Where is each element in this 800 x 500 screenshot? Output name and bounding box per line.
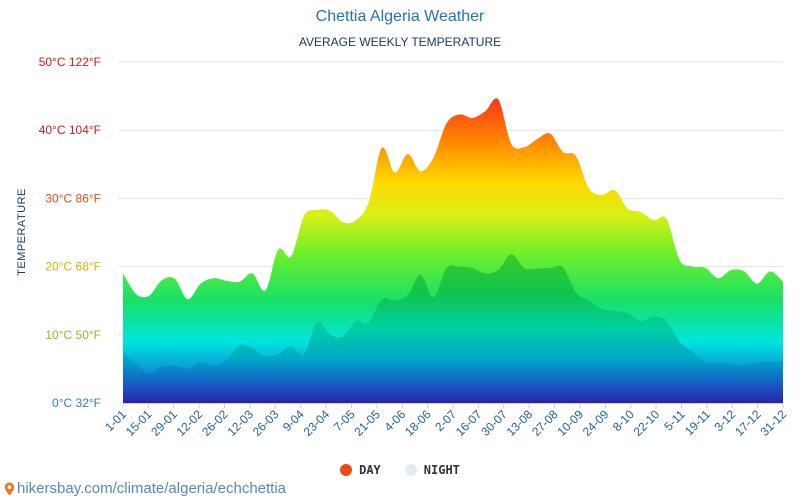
legend-label-day: DAY (359, 463, 381, 477)
x-tick-label: 27-08 (529, 407, 561, 439)
chart-legend: DAY NIGHT (0, 463, 800, 477)
y-tick-label: 10°C 50°F (45, 328, 101, 342)
x-tick-label: 21-05 (351, 407, 383, 439)
y-tick-label: 0°C 32°F (52, 396, 101, 410)
legend-label-night: NIGHT (423, 463, 460, 477)
legend-item-night[interactable]: NIGHT (404, 463, 460, 477)
x-tick-label: 10-09 (554, 407, 586, 439)
x-tick-label: 13-08 (504, 407, 536, 439)
x-tick-label: 19-11 (682, 407, 713, 438)
y-tick-label: 30°C 86°F (45, 191, 101, 205)
x-tick-label: 16-07 (453, 407, 485, 439)
x-tick-label: 26-02 (199, 407, 231, 439)
source-url: hikersbay.com/climate/algeria/echchettia (17, 480, 287, 497)
x-tick-label: 15-01 (123, 407, 155, 439)
y-tick-label: 20°C 68°F (45, 260, 101, 274)
night-series-area[interactable] (123, 254, 783, 403)
x-tick-label: 26-03 (250, 407, 282, 439)
legend-swatch-day (340, 464, 353, 476)
legend-item-day[interactable]: DAY (340, 463, 381, 477)
x-tick-label: 31-12 (758, 407, 790, 439)
x-tick-label: 23-04 (301, 407, 333, 439)
chart-title: Chettia Algeria Weather (315, 8, 485, 25)
y-tick-label: 50°C 122°F (39, 55, 101, 69)
y-axis-label: TEMPERATURE (16, 188, 28, 276)
location-pin-icon (4, 482, 15, 495)
legend-swatch-night (404, 464, 417, 476)
x-tick-label: 12-02 (174, 407, 206, 439)
x-tick-label: 29-01 (148, 407, 180, 439)
x-tick-label: 22-10 (631, 407, 663, 439)
chart-subtitle: AVERAGE WEEKLY TEMPERATURE (298, 35, 502, 49)
x-tick-label: 12-03 (224, 407, 256, 439)
x-tick-label: 24-09 (580, 407, 612, 439)
x-tick-label: 30-07 (478, 407, 510, 439)
x-tick-label: 18-06 (402, 407, 434, 439)
x-tick-label: 17-12 (732, 407, 764, 439)
source-footer[interactable]: hikersbay.com/climate/algeria/echchettia (4, 480, 286, 497)
y-tick-label: 40°C 104°F (39, 123, 101, 137)
